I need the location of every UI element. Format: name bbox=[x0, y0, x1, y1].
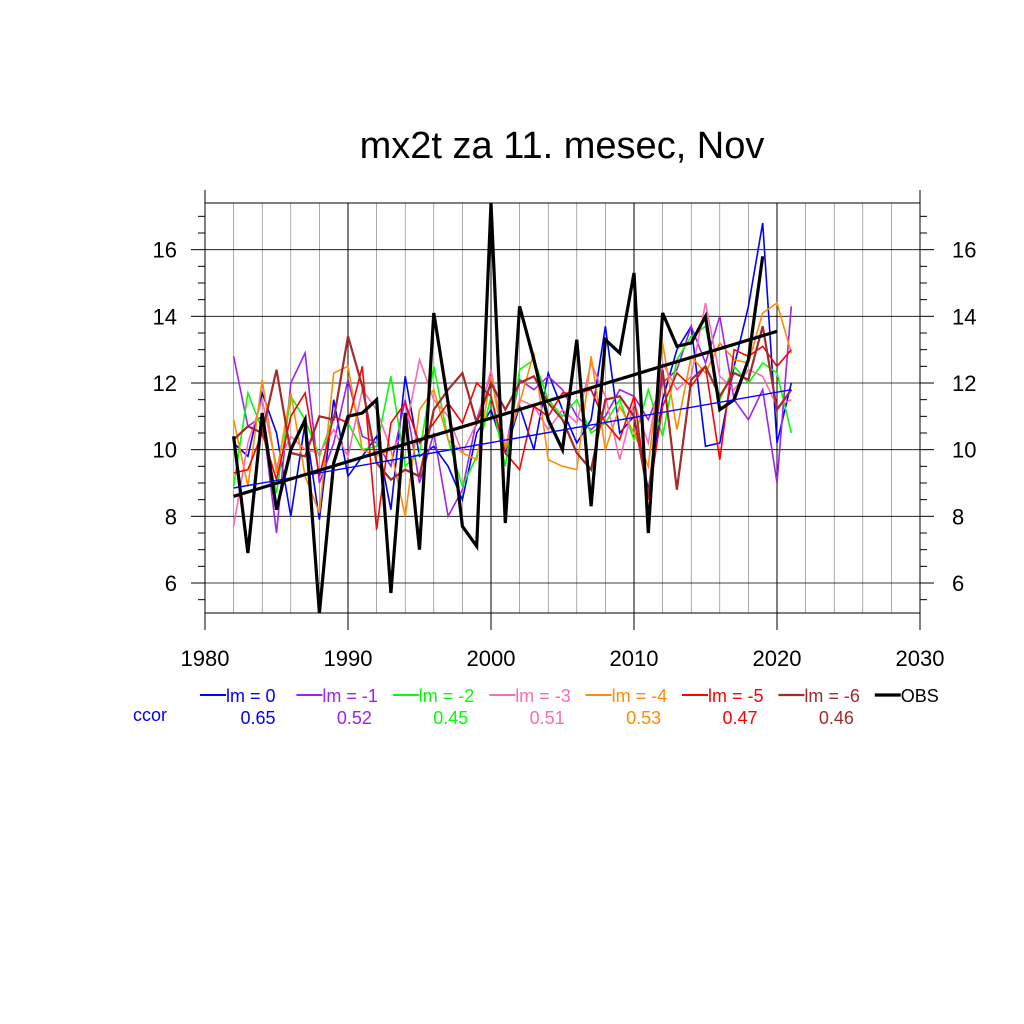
legend-label: OBS bbox=[901, 686, 939, 706]
y-tick-label-right: 12 bbox=[952, 371, 976, 396]
trend-line bbox=[233, 329, 778, 498]
x-tick-label: 2010 bbox=[610, 646, 659, 671]
y-tick-label-right: 8 bbox=[952, 504, 964, 529]
y-tick-label-left: 12 bbox=[153, 371, 177, 396]
y-tick-label-left: 16 bbox=[153, 238, 177, 263]
ccor-value: 0.45 bbox=[433, 708, 468, 728]
ccor-value: 0.53 bbox=[626, 708, 661, 728]
ccor-value: 0.46 bbox=[819, 708, 854, 728]
grid bbox=[205, 203, 920, 613]
y-tick-label-left: 10 bbox=[153, 438, 177, 463]
ccor-value: 0.47 bbox=[722, 708, 757, 728]
legend-label: lm = -2 bbox=[419, 686, 475, 706]
chart-title: mx2t za 11. mesec, Nov bbox=[360, 125, 765, 167]
legend-label: lm = -1 bbox=[322, 686, 378, 706]
trend-line bbox=[233, 388, 792, 489]
plot-series bbox=[232, 202, 793, 614]
ccor-value: 0.52 bbox=[337, 708, 372, 728]
legend-label: lm = -6 bbox=[804, 686, 860, 706]
y-tick-label-left: 6 bbox=[165, 571, 177, 596]
y-tick-label-left: 8 bbox=[165, 504, 177, 529]
legend-label: lm = -3 bbox=[515, 686, 571, 706]
y-tick-label-right: 16 bbox=[952, 238, 976, 263]
series-line bbox=[233, 345, 792, 530]
y-tick-label-right: 10 bbox=[952, 438, 976, 463]
x-tick-label: 1990 bbox=[324, 646, 373, 671]
x-tick-label: 2020 bbox=[753, 646, 802, 671]
plot-frame bbox=[204, 190, 921, 630]
ccor-value: 0.51 bbox=[530, 708, 565, 728]
x-tick-label: 1980 bbox=[181, 646, 230, 671]
x-tick-label: 2000 bbox=[467, 646, 516, 671]
ccor-value: 0.65 bbox=[240, 708, 275, 728]
y-tick-label-right: 6 bbox=[952, 571, 964, 596]
legend-label: lm = -4 bbox=[612, 686, 668, 706]
ccor-label: ccor bbox=[133, 705, 167, 725]
x-tick-label: 2030 bbox=[896, 646, 945, 671]
legend-label: lm = -5 bbox=[708, 686, 764, 706]
legend-label: lm = 0 bbox=[226, 686, 276, 706]
y-tick-label-left: 14 bbox=[153, 304, 177, 329]
series-line bbox=[232, 202, 765, 614]
y-tick-label-right: 14 bbox=[952, 304, 976, 329]
axis-ticks: 6 6 8 8 10 10 12 12 14 14 16 16 1980 1990 2000 2010 2020… bbox=[153, 215, 976, 671]
